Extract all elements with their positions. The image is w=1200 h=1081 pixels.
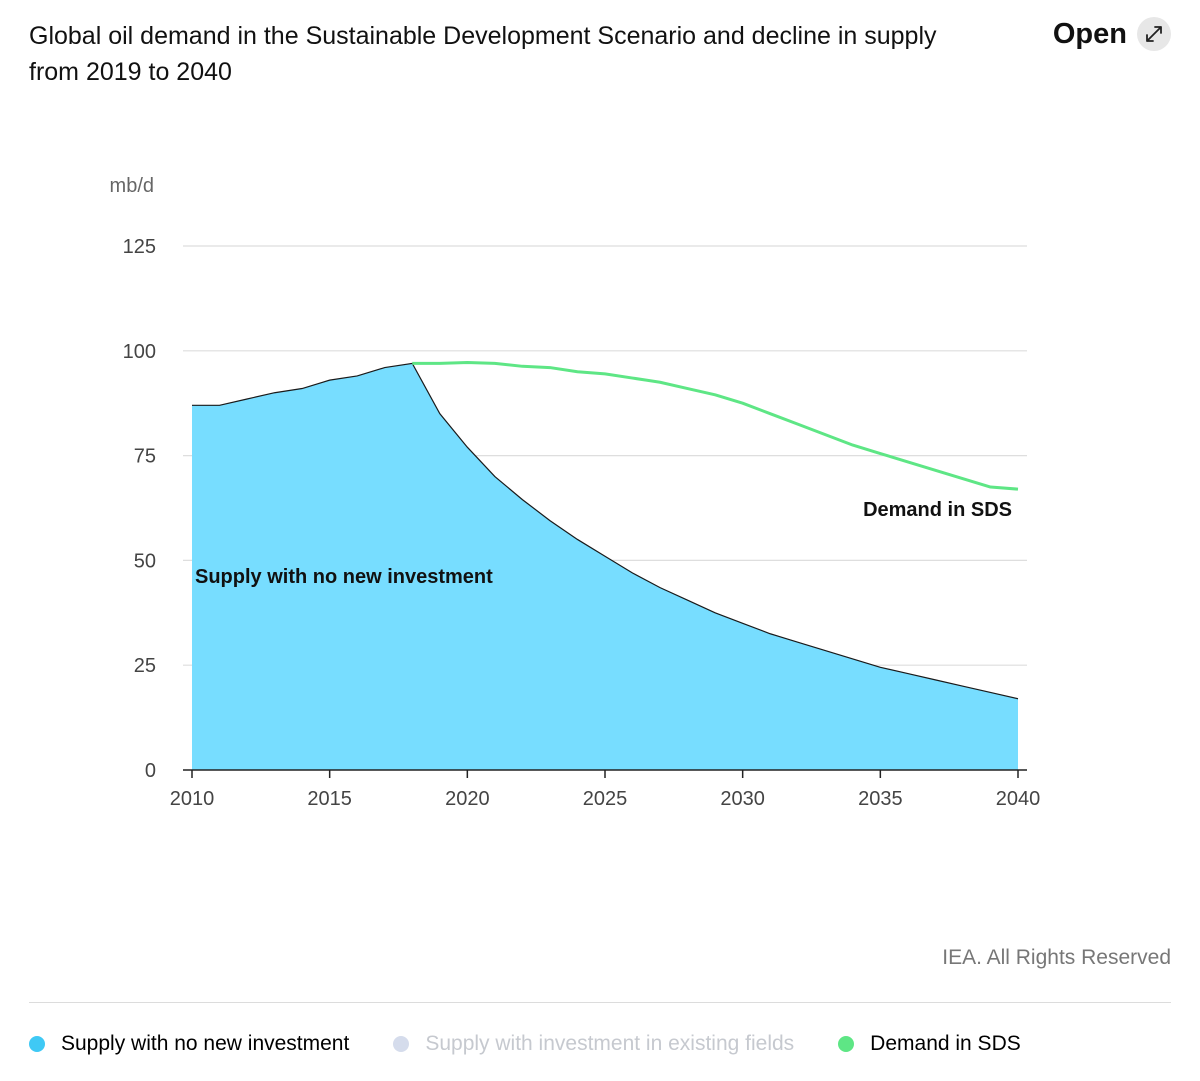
legend-item-demand-sds[interactable]: Demand in SDS <box>838 1032 1021 1056</box>
y-tick-label: 0 <box>145 760 156 782</box>
legend-label: Supply with no new investment <box>61 1032 350 1055</box>
x-tick-label: 2040 <box>996 788 1041 810</box>
x-tick-label: 2030 <box>720 788 765 810</box>
series-area-outline <box>192 362 1019 700</box>
label-layer: Supply with no new investment Demand in S… <box>195 499 1012 588</box>
legend-label: Demand in SDS <box>870 1032 1021 1055</box>
y-unit-label: mb/d <box>110 175 154 197</box>
y-tick-label: 25 <box>134 655 156 677</box>
x-tick-label: 2035 <box>858 788 903 810</box>
y-tick-label: 75 <box>134 446 156 468</box>
y-tick-label: 100 <box>123 341 156 363</box>
x-tick-label: 2025 <box>583 788 628 810</box>
legend-dot <box>29 1036 45 1052</box>
x-tick-label: 2020 <box>445 788 490 810</box>
line-layer <box>412 361 1019 491</box>
annotation-supply-no-investment: Supply with no new investment <box>195 566 493 588</box>
y-tick-label: 125 <box>123 236 156 258</box>
axis-layer: 0 25 50 75 100 125 2010 2015 2020 2025 2030 2035 204… <box>123 236 1041 810</box>
annotation-demand-sds: Demand in SDS <box>863 499 1012 521</box>
legend-item-supply-existing-fields[interactable]: Supply with investment in existing field… <box>393 1032 794 1056</box>
x-tick-label: 2015 <box>307 788 352 810</box>
legend-dot <box>393 1036 410 1052</box>
y-tick-label: 50 <box>134 550 156 572</box>
open-control[interactable]: Open <box>1053 17 1171 51</box>
expand-icon <box>1146 26 1162 42</box>
divider <box>29 1002 1171 1003</box>
x-tick-label: 2010 <box>170 788 215 810</box>
open-label[interactable]: Open <box>1052 17 1127 50</box>
series-area-supply-no-investment <box>192 363 1018 770</box>
area-layer <box>192 362 1019 770</box>
legend-item-supply-no-investment[interactable]: Supply with no new investment <box>29 1032 349 1056</box>
legend-dot <box>838 1036 855 1052</box>
credit-text: IEA. All Rights Reserved <box>942 946 1171 969</box>
page-title: Global oil demand in the Sustainable Dev… <box>29 22 937 86</box>
legend-label: Supply with investment in existing field… <box>425 1032 795 1055</box>
legend: Supply with no new investment Supply wit… <box>29 1032 1065 1056</box>
series-line-demand-sds <box>412 361 1019 491</box>
expand-button[interactable] <box>1137 17 1171 51</box>
chart-svg: 0 25 50 75 100 125 2010 2015 2020 2025 2030 2035 204… <box>110 175 1041 810</box>
